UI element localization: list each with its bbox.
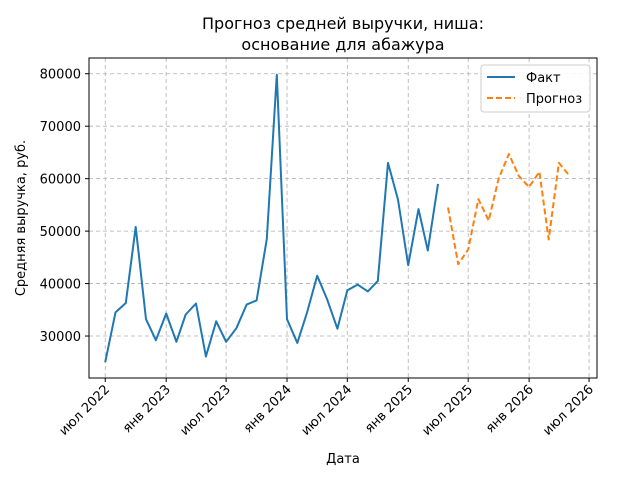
legend-label-forecast: Прогноз — [526, 92, 582, 107]
x-tick-label: июл 2025 — [419, 382, 476, 439]
plot-frame — [88, 57, 598, 379]
series-line-forecast — [447, 153, 570, 266]
x-tick-label: янв 2026 — [483, 382, 537, 436]
legend-label-fact: Факт — [526, 71, 561, 86]
x-tick-label: июл 2024 — [299, 382, 356, 439]
series-layer — [104, 73, 570, 363]
x-tick-label: янв 2023 — [120, 382, 174, 436]
x-tick-label: июл 2026 — [540, 382, 597, 439]
x-tick-label: янв 2025 — [362, 382, 416, 436]
x-tick-label: янв 2024 — [241, 382, 295, 436]
legend: Факт Прогноз — [480, 64, 591, 113]
chart-title-line-2: основание для абажура — [241, 35, 444, 54]
y-tick-label: 40000 — [40, 278, 81, 293]
grid — [89, 58, 597, 378]
y-axis: 30000 40000 50000 60000 70000 80000 — [40, 68, 89, 345]
x-axis: июл 2022 янв 2023 июл 2023 янв 2024 июл 2024… — [57, 378, 597, 439]
series-line-fact — [104, 73, 439, 363]
chart-title-line-1: Прогноз средней выручки, ниша: — [202, 14, 484, 33]
y-tick-label: 50000 — [40, 225, 81, 240]
x-tick-label: июл 2023 — [177, 382, 234, 439]
y-axis-label: Средняя выручка, руб. — [14, 140, 29, 296]
y-tick-label: 30000 — [40, 330, 81, 345]
y-tick-label: 70000 — [40, 120, 81, 135]
x-tick-label: июл 2022 — [57, 382, 114, 439]
y-tick-label: 80000 — [40, 68, 81, 83]
y-tick-label: 60000 — [40, 173, 81, 188]
x-axis-label: Дата — [326, 452, 360, 467]
